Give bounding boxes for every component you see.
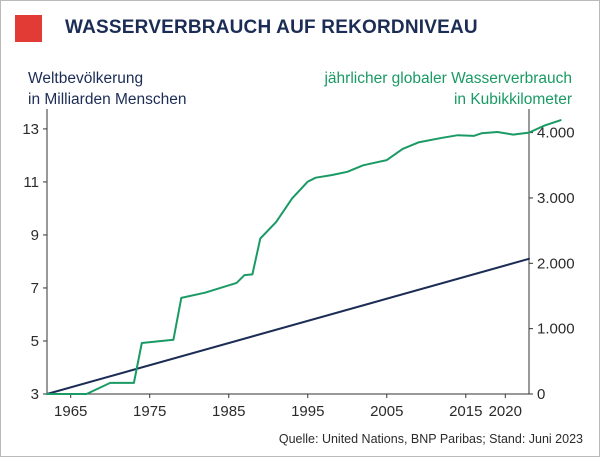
line-chart: 3 5 7 9 11 13 0 1.000 2.000 3.000 4.000 1965 1975 198… [22,109,575,420]
left-axis-title: Weltbevölkerung in Milliarden Menschen [28,68,187,110]
x-tick-label: 1965 [54,403,87,420]
right-tick-label: 1.000 [537,321,575,338]
right-axis-title-line-1: jährlicher globaler Wasserverbrauch [324,70,572,87]
x-tick-label: 2015 [449,403,482,420]
right-axis-title-line-2: in Kubikkilometer [453,91,572,108]
chart-header: WASSERVERBRAUCH AUF REKORDNIVEAU [15,14,478,42]
source-note: Quelle: United Nations, BNP Paribas; Sta… [278,432,583,446]
x-tick-label: 2005 [370,403,403,420]
right-tick-label: 2.000 [537,255,575,272]
left-tick-label: 9 [31,227,39,244]
left-axis-title-line-1: Weltbevölkerung [28,70,144,87]
right-axis-title: jährlicher globaler Wasserverbrauch in K… [324,68,572,110]
left-tick-label: 5 [31,333,39,350]
left-axis-title-line-2: in Milliarden Menschen [28,91,187,108]
x-tick-label: 1985 [212,403,245,420]
right-tick-label: 3.000 [537,190,575,207]
x-tick-label: 2020 [489,403,522,420]
water-usage-line [46,119,562,395]
left-tick-label: 7 [31,280,39,297]
left-tick-label: 11 [23,174,39,191]
accent-square [15,14,42,42]
right-tick-label: 4.000 [537,125,575,142]
left-tick-label: 13 [22,121,39,138]
chart-title: WASSERVERBRAUCH AUF REKORDNIVEAU [65,17,478,38]
population-line [46,257,530,395]
left-tick-label: 3 [31,386,39,403]
x-tick-label: 1975 [133,403,166,420]
right-tick-label: 0 [537,386,545,403]
x-tick-label: 1995 [291,403,324,420]
